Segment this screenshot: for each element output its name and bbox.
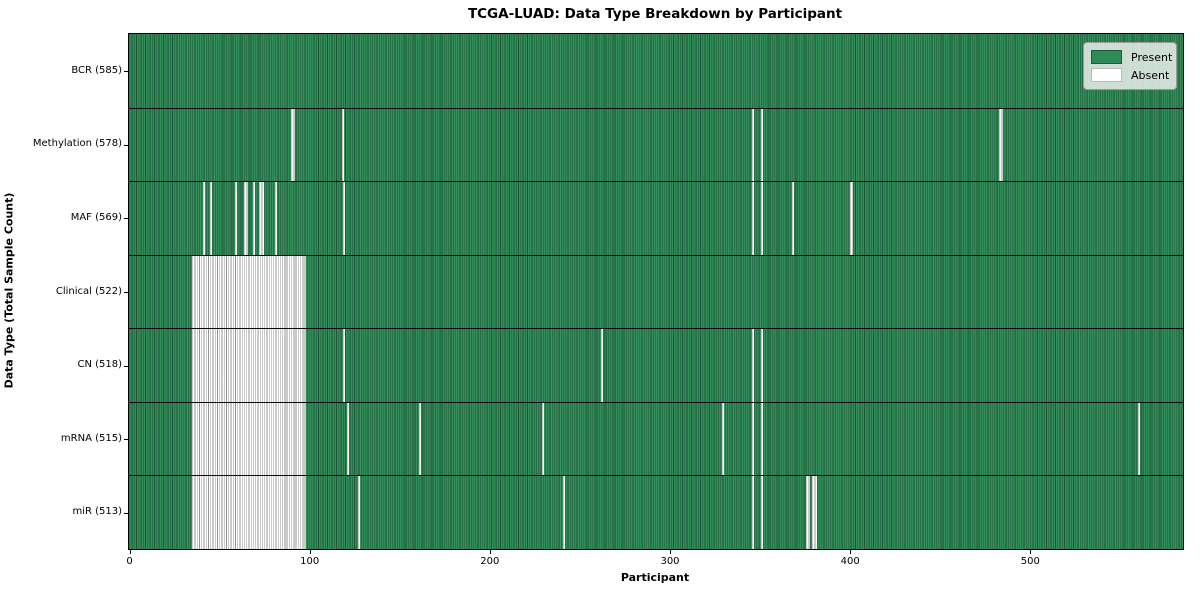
y-tick-mark	[124, 292, 128, 293]
y-tick-mark	[124, 512, 128, 514]
y-tick-label-maf: MAF (569)	[70, 211, 122, 223]
absent-run	[761, 329, 764, 402]
absent-run	[258, 182, 265, 255]
legend-entry: Present	[1091, 48, 1172, 66]
heatmap-plot-area: Present Absent	[128, 33, 1184, 550]
absent-run	[761, 182, 764, 255]
y-tick-label-cn: CN (518)	[77, 359, 122, 371]
y-tick-mark	[124, 144, 128, 146]
absent-run	[849, 182, 854, 255]
absent-run	[752, 108, 755, 182]
absent-run	[752, 476, 755, 549]
absent-run	[235, 182, 238, 255]
absent-run	[291, 108, 295, 182]
absent-run	[210, 182, 213, 255]
absent-run	[341, 108, 344, 182]
absent-run	[347, 402, 349, 476]
chart-title: TCGA-LUAD: Data Type Breakdown by Partic…	[467, 6, 843, 22]
legend: Present Absent	[1083, 42, 1177, 90]
absent-run	[244, 182, 248, 255]
x-tick-mark	[129, 550, 131, 554]
heatmap-row-bcr	[129, 34, 1183, 108]
legend-label: Present	[1131, 50, 1173, 64]
absent-run	[343, 329, 346, 402]
heatmap-row-clinical	[129, 254, 1183, 329]
y-axis-title: Data Type (Total Sample Count)	[2, 192, 16, 389]
absent-run	[761, 476, 764, 549]
absent-run	[192, 402, 306, 476]
absent-run	[752, 402, 755, 476]
y-tick-label-clinical: Clinical (522)	[55, 285, 122, 297]
legend-label: Absent	[1131, 68, 1170, 82]
heatmap-row-mir	[129, 475, 1183, 549]
x-tick-mark	[489, 550, 491, 554]
absent-run	[806, 476, 811, 549]
absent-run	[752, 182, 755, 255]
absent-swatch-icon	[1091, 68, 1122, 82]
absent-run	[274, 182, 277, 255]
absent-run	[419, 402, 422, 476]
y-tick-label-mrna: mRNA (515)	[60, 432, 122, 444]
heatmap-row-maf	[129, 181, 1183, 255]
x-tick-label: 400	[840, 556, 860, 567]
absent-run	[752, 329, 755, 402]
present-swatch-icon	[1091, 50, 1122, 64]
absent-run	[601, 329, 604, 402]
absent-run	[811, 476, 818, 549]
absent-run	[343, 182, 346, 255]
absent-run	[192, 255, 306, 329]
y-tick-mark	[124, 71, 128, 73]
x-tick-mark	[850, 550, 852, 554]
y-tick-mark	[124, 439, 128, 441]
x-tick-mark	[309, 550, 311, 554]
absent-run	[202, 182, 205, 255]
absent-run	[253, 182, 256, 255]
heatmap-row-methylation	[129, 107, 1183, 182]
y-tick-label-mir: miR (513)	[72, 506, 122, 518]
absent-run	[192, 329, 306, 402]
absent-run	[1137, 402, 1140, 476]
y-tick-label-methylation: Methylation (578)	[32, 138, 122, 150]
absent-run	[792, 182, 795, 255]
absent-run	[541, 402, 544, 476]
absent-run	[761, 108, 764, 182]
absent-run	[357, 476, 360, 549]
x-tick-label: 500	[1020, 556, 1040, 567]
absent-run	[192, 476, 306, 549]
x-axis-title: Participant	[620, 571, 690, 584]
absent-run	[999, 108, 1003, 182]
absent-run	[563, 476, 566, 549]
x-tick-label: 0	[126, 556, 133, 567]
heatmap-row-cn	[129, 328, 1183, 402]
x-tick-label: 300	[660, 556, 680, 567]
x-tick-mark	[1030, 550, 1032, 554]
y-tick-label-bcr: BCR (585)	[71, 64, 122, 76]
legend-entry: Absent	[1091, 66, 1170, 84]
x-tick-label: 200	[480, 556, 500, 567]
heatmap-row-mrna	[129, 401, 1183, 476]
absent-run	[761, 402, 764, 476]
x-tick-mark	[670, 550, 671, 554]
y-tick-mark	[124, 365, 128, 367]
x-tick-label: 100	[300, 556, 320, 567]
absent-run	[721, 402, 724, 476]
y-tick-mark	[124, 218, 128, 220]
